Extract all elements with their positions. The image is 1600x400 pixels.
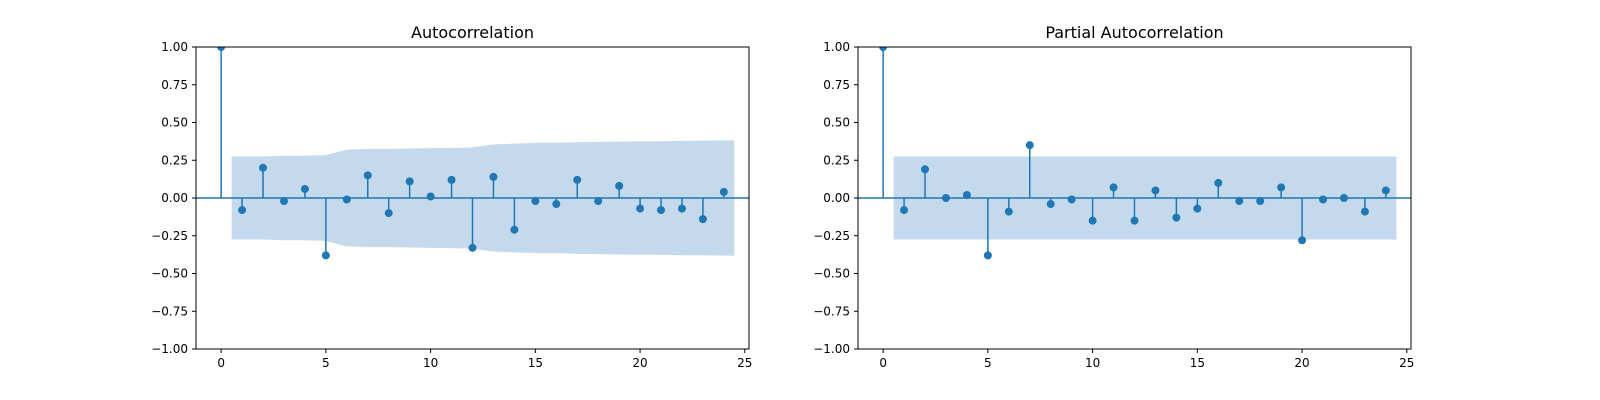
acf-point-lag-8 [384, 209, 393, 218]
acf-point-lag-14 [510, 225, 519, 234]
pacf-point-lag-11 [1109, 183, 1118, 192]
pacf-point-lag-21 [1319, 195, 1328, 204]
acf-y-tick-label-3: −0.25 [151, 229, 188, 243]
acf-point-lag-6 [342, 195, 351, 204]
pacf-point-lag-22 [1339, 194, 1348, 202]
autocorrelation-title: Autocorrelation [411, 23, 534, 42]
acf-point-lag-0 [217, 47, 226, 51]
pacf-plot-area [858, 47, 1411, 260]
pacf-point-lag-8 [1046, 200, 1055, 209]
acf-x-tick-label-15: 15 [528, 356, 543, 370]
acf-point-lag-10 [426, 192, 435, 201]
pacf-point-lag-12 [1130, 216, 1139, 225]
acf-x-tick-label-25: 25 [737, 356, 752, 370]
acf-point-lag-20 [636, 204, 645, 213]
pacf-point-lag-16 [1214, 178, 1223, 187]
acf-x-tick-label-5: 5 [322, 356, 330, 370]
acf-point-lag-1 [238, 206, 247, 215]
pacf-point-lag-17 [1235, 197, 1244, 206]
pacf-point-lag-5 [983, 251, 992, 260]
pacf-y-tick-label-1: −0.75 [813, 304, 850, 318]
pacf-point-lag-19 [1277, 183, 1286, 192]
pacf-point-lag-24 [1381, 186, 1390, 195]
pacf-point-lag-1 [900, 206, 909, 215]
pacf-x-tick-label-20: 20 [1294, 356, 1309, 370]
pacf-y-tick-label-8: 1.00 [823, 40, 850, 54]
pacf-point-lag-2 [921, 165, 930, 174]
pacf-point-lag-13 [1151, 186, 1160, 195]
pacf-point-lag-10 [1088, 216, 1097, 225]
acf-x-tick-label-10: 10 [423, 356, 438, 370]
pacf-x-tick-label-10: 10 [1085, 356, 1100, 370]
acf-y-tick-label-8: 1.00 [161, 40, 188, 54]
pacf-point-lag-9 [1067, 195, 1076, 204]
pacf-point-lag-15 [1193, 204, 1202, 213]
acf-point-lag-12 [468, 243, 477, 252]
acf-point-lag-4 [300, 184, 309, 193]
acf-point-lag-3 [279, 197, 288, 206]
acf-point-lag-17 [573, 175, 582, 184]
acf-point-lag-15 [531, 197, 540, 206]
pacf-x-tick-label-0: 0 [879, 356, 887, 370]
pacf-y-tick-label-2: −0.50 [813, 267, 850, 281]
partial-autocorrelation-title: Partial Autocorrelation [1045, 23, 1223, 42]
acf-point-lag-24 [719, 187, 728, 196]
pacf-x-tick-label-15: 15 [1190, 356, 1205, 370]
acf-point-lag-7 [363, 171, 372, 180]
autocorrelation-panel: Autocorrelation 0 5 10 15 20 25 −1.00 −0.75 −0.5… [151, 23, 752, 370]
acf-point-lag-16 [552, 200, 561, 209]
acf-y-tick-label-5: 0.25 [161, 153, 188, 167]
pacf-y-tick-label-4: 0.00 [823, 191, 850, 205]
pacf-point-lag-20 [1298, 236, 1307, 245]
pacf-point-lag-18 [1256, 197, 1265, 206]
pacf-x-tick-label-5: 5 [984, 356, 992, 370]
pacf-y-tick-label-7: 0.75 [823, 78, 850, 92]
acf-y-tick-label-1: −0.75 [151, 304, 188, 318]
acf-y-tick-label-0: −1.00 [151, 342, 188, 356]
acf-plot-area [196, 47, 749, 260]
pacf-point-lag-3 [941, 194, 950, 202]
pacf-point-lag-7 [1025, 141, 1034, 150]
acf-x-tick-label-20: 20 [632, 356, 647, 370]
acf-point-lag-21 [657, 206, 666, 215]
acf-point-lag-18 [594, 197, 603, 206]
acf-point-lag-22 [677, 204, 686, 213]
pacf-point-lag-4 [962, 190, 971, 199]
acf-y-tick-label-4: 0.00 [161, 191, 188, 205]
acf-point-lag-13 [489, 172, 498, 181]
partial-autocorrelation-panel: Partial Autocorrelation 0 5 10 15 20 25 −1.00 −… [813, 23, 1414, 370]
pacf-point-lag-23 [1360, 207, 1369, 216]
acf-point-lag-23 [698, 215, 707, 224]
acf-y-tick-label-6: 0.50 [161, 116, 188, 130]
pacf-point-lag-14 [1172, 213, 1181, 222]
acf-point-lag-11 [447, 175, 456, 184]
acf-point-lag-19 [615, 181, 624, 190]
pacf-y-tick-label-0: −1.00 [813, 342, 850, 356]
pacf-point-lag-0 [879, 47, 888, 51]
acf-point-lag-2 [259, 163, 268, 172]
pacf-y-tick-label-6: 0.50 [823, 116, 850, 130]
acf-point-lag-9 [405, 177, 414, 186]
pacf-x-tick-label-25: 25 [1399, 356, 1414, 370]
acf-x-tick-label-0: 0 [217, 356, 225, 370]
acf-y-tick-label-2: −0.50 [151, 267, 188, 281]
acf-point-lag-5 [321, 251, 330, 260]
pacf-y-tick-label-5: 0.25 [823, 153, 850, 167]
pacf-y-tick-label-3: −0.25 [813, 229, 850, 243]
acf-y-tick-label-7: 0.75 [161, 78, 188, 92]
pacf-point-lag-6 [1004, 207, 1013, 216]
